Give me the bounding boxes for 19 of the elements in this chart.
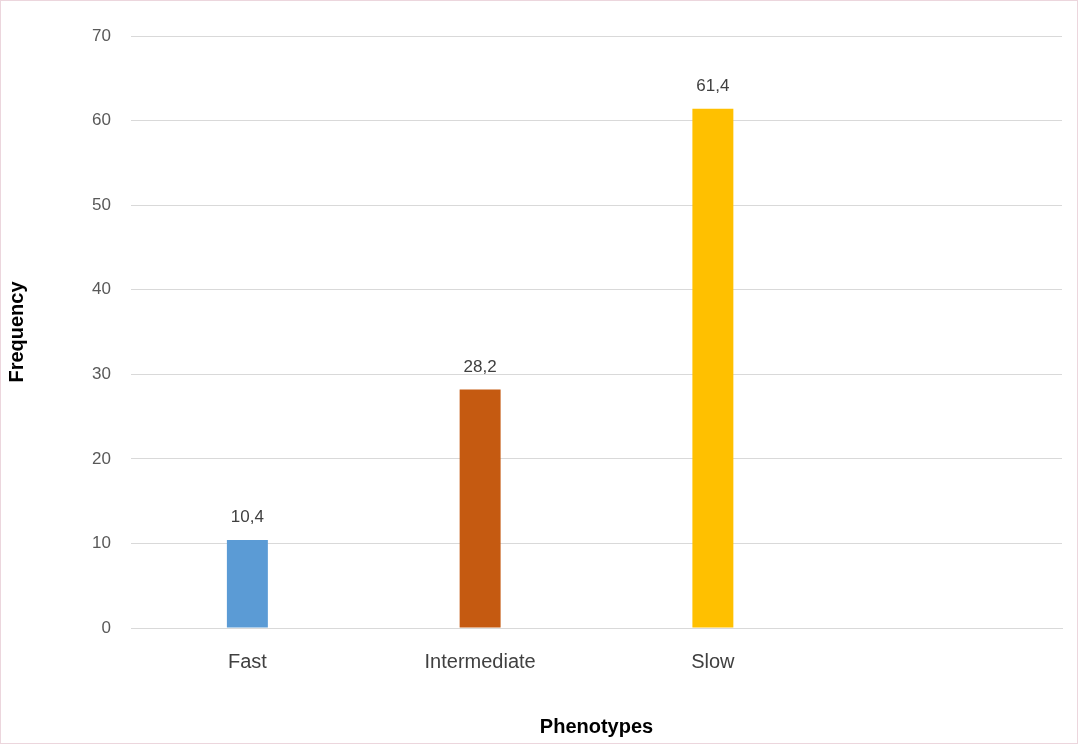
- y-tick-label: 60: [92, 110, 111, 130]
- y-tick-label: 40: [92, 279, 111, 299]
- data-label: 61,4: [696, 75, 730, 95]
- x-tick-label: Intermediate: [424, 649, 536, 672]
- data-label: 10,4: [230, 507, 264, 527]
- y-tick-label: 50: [92, 194, 111, 214]
- x-tick-label: Slow: [691, 649, 736, 672]
- bar: [226, 540, 268, 628]
- y-tick-label: 0: [101, 617, 111, 637]
- x-axis-title: Phenotypes: [539, 714, 654, 737]
- y-tick-label: 10: [92, 533, 111, 553]
- bar: [692, 108, 734, 628]
- data-label: 28,2: [463, 356, 497, 376]
- y-tick-label: 70: [92, 25, 111, 45]
- y-axis-title: Frequency: [4, 280, 27, 383]
- bar: [459, 389, 501, 628]
- y-tick-label: 30: [92, 363, 111, 383]
- x-tick-label: Fast: [227, 649, 268, 672]
- y-tick-label: 20: [92, 448, 111, 468]
